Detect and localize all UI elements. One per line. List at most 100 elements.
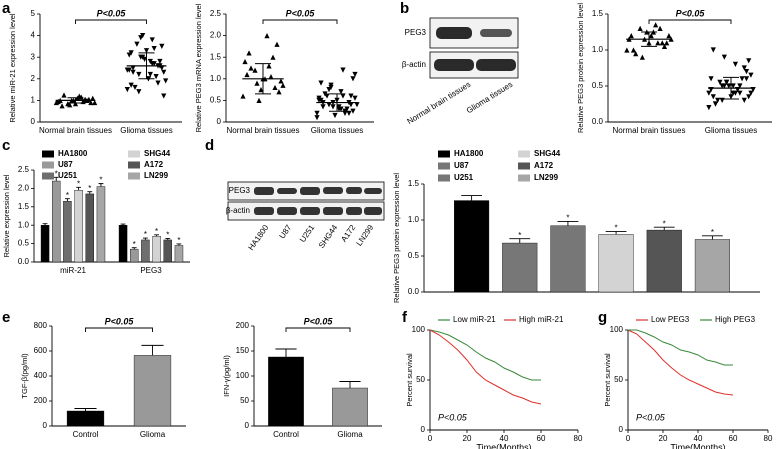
error-bar: [339, 381, 361, 388]
data-point: [340, 67, 346, 73]
data-point: [348, 93, 354, 99]
error-bar: [605, 231, 627, 235]
legend-label: U87: [454, 161, 469, 170]
data-point: [737, 83, 743, 89]
y-tick-label: 0: [619, 425, 624, 434]
data-point: [67, 102, 73, 108]
data-point: [149, 37, 155, 43]
data-point: [159, 43, 165, 49]
data-point: [743, 69, 750, 75]
data-point: [155, 80, 161, 86]
data-point: [739, 76, 745, 82]
data-point: [338, 106, 344, 112]
data-point: [746, 58, 752, 64]
x-tick-label: Normal brain tissues: [613, 126, 686, 135]
y-tick-label: 200: [236, 321, 250, 330]
x-axis-label: Time(Months): [670, 442, 725, 449]
y-tick-label: 1.0: [210, 74, 222, 83]
bar: [85, 193, 94, 263]
significance-label: *: [663, 219, 666, 228]
legend-swatch: [518, 174, 530, 182]
y-tick-label: 50: [416, 375, 425, 384]
error-bar: [53, 176, 59, 182]
data-point: [240, 93, 246, 99]
data-point: [715, 97, 721, 103]
y-tick-label: 200: [34, 396, 48, 405]
blot-row-label: PEG3: [405, 28, 427, 37]
y-tick-label: 1: [31, 96, 36, 105]
error-bar: [141, 344, 164, 356]
bar: [502, 242, 538, 293]
significance-label: *: [615, 224, 618, 233]
legend-label: LN299: [534, 173, 559, 182]
error-bar: [154, 234, 160, 237]
data-point: [324, 93, 330, 99]
data-point: [330, 104, 336, 110]
data-point: [354, 102, 360, 108]
band: [364, 188, 382, 194]
data-point: [340, 93, 346, 99]
data-point: [318, 97, 324, 103]
data-point: [153, 74, 159, 80]
data-point: [314, 115, 320, 121]
panel-letter: c: [2, 137, 10, 154]
legend-swatch: [438, 174, 450, 182]
y-tick-label: 1.5: [408, 179, 420, 188]
y-tick-label: 0.5: [210, 96, 222, 105]
data-point: [136, 89, 142, 95]
panel-letter: b: [400, 0, 409, 17]
bar: [141, 239, 150, 263]
x-axis-label: Time(Months): [476, 442, 531, 449]
annotation: P<0.05: [105, 316, 135, 326]
data-point: [710, 94, 716, 100]
x-tick-label: Glioma tissues: [120, 126, 172, 135]
y-tick-label: 150: [236, 346, 250, 355]
error-bar: [87, 191, 93, 194]
bar: [152, 236, 161, 263]
y-tick-label: 0: [217, 117, 222, 126]
data-point: [278, 78, 284, 84]
legend-swatch: [438, 150, 450, 158]
legend-label: SHG44: [144, 149, 171, 158]
data-point: [258, 87, 264, 93]
y-axis-label: IFN-γ(pg/ml): [222, 355, 231, 397]
band: [323, 187, 343, 194]
bar: [63, 201, 72, 263]
x-tick-label: 60: [729, 434, 738, 443]
error-bar: [275, 348, 297, 357]
data-point: [666, 33, 672, 39]
y-tick-label: 600: [34, 346, 48, 355]
blot-lane-label: U251: [298, 223, 317, 244]
band: [300, 187, 320, 195]
data-point: [653, 22, 659, 28]
y-axis-label: Relative expression level: [2, 174, 11, 257]
panel-letter: e: [2, 309, 10, 326]
annotation: P<0.05: [636, 412, 666, 422]
data-point: [130, 65, 136, 71]
legend-label: Low miR-21: [453, 315, 496, 324]
significance-label: *: [566, 214, 569, 223]
data-point: [730, 83, 736, 89]
x-tick-label: 40: [500, 434, 509, 443]
x-tick-label: PEG3: [140, 266, 162, 275]
data-point: [248, 65, 254, 71]
legend-label: HA1800: [58, 149, 88, 158]
y-axis-label: Relative miR-21 expression level: [8, 13, 17, 123]
x-tick-label: 80: [574, 434, 583, 443]
x-tick-label: 60: [537, 434, 546, 443]
data-point: [746, 94, 752, 100]
data-point: [270, 54, 276, 60]
data-point: [639, 54, 645, 60]
data-point: [163, 78, 169, 84]
data-point: [712, 101, 719, 107]
data-point: [143, 48, 150, 54]
data-point: [348, 102, 354, 108]
legend-label: Low PEG3: [651, 315, 690, 324]
blot-lane-label: HA1800: [246, 223, 270, 252]
band: [476, 59, 516, 71]
band: [254, 187, 274, 195]
data-point: [151, 45, 157, 52]
data-point: [88, 99, 94, 106]
data-point: [272, 84, 278, 91]
